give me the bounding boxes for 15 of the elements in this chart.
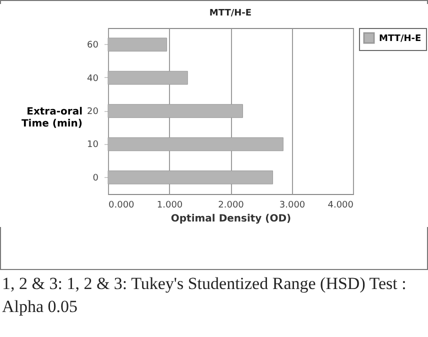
chart-title: MTT/H-E — [209, 8, 252, 18]
x-tick-label: 1.000 — [156, 200, 183, 210]
y-tick-label: 60 — [87, 40, 99, 51]
y-tick-label: 40 — [87, 74, 99, 84]
x-axis-title: Optimal Density (OD) — [170, 214, 292, 224]
y-tick-label: 10 — [87, 140, 99, 150]
y-axis-title: Extra-oral Time (min) — [21, 106, 82, 130]
x-tick-label: 0.000 — [108, 200, 135, 210]
y-tick-label: 20 — [87, 107, 99, 117]
x-tick-label: 4.000 — [328, 200, 354, 210]
text: 1, 2 & 3: 1, 2 & 3: Tukey's Studentized Range (HSD) Test : Alpha 0.05 — [2, 273, 408, 318]
y-tick-label: 0 — [92, 173, 99, 184]
x-tick-label: 3.000 — [279, 200, 306, 210]
x-tick-label: 2.000 — [218, 200, 244, 210]
legend-label: MTT/H-E — [379, 34, 422, 44]
